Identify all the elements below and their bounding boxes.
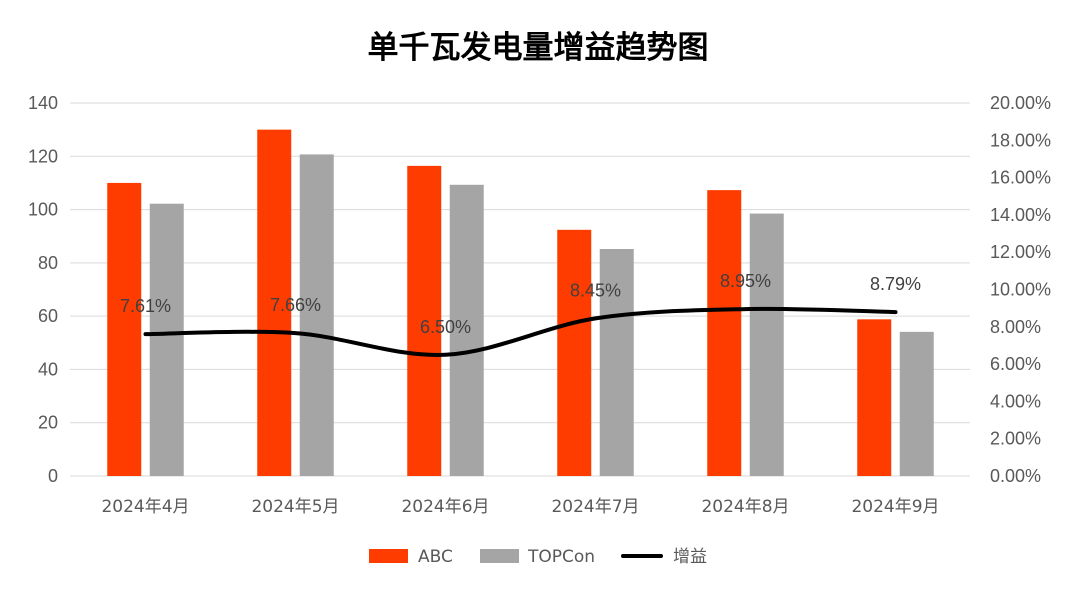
legend-item-abc: ABC <box>369 547 453 567</box>
x-tick-label: 2024年7月 <box>551 497 639 517</box>
data-labels: 7.61% 7.66% 6.50% 8.45% 8.95% 8.79% <box>120 271 921 337</box>
abc-bar-5 <box>707 190 742 477</box>
x-axis: 2024年4月 2024年5月 2024年6月 2024年7月 2024年8月 2024年… <box>101 497 939 517</box>
y-right-tick-label: 2.00% <box>990 429 1041 449</box>
gain-data-label: 7.61% <box>120 296 171 316</box>
x-tick-label: 2024年5月 <box>251 497 339 517</box>
y-right-tick-label: 20.00% <box>990 93 1051 113</box>
y-left-tick-label: 120 <box>28 146 58 166</box>
x-tick-label: 2024年8月 <box>701 497 789 517</box>
topcon-bar-2 <box>299 154 334 476</box>
abc-bar-3 <box>407 165 442 476</box>
y-right-tick-label: 14.00% <box>990 205 1051 225</box>
topcon-bar-4 <box>599 249 634 476</box>
topcon-bar-6 <box>899 331 934 476</box>
topcon-bar-5 <box>749 213 784 476</box>
legend-item-topcon: TOPCon <box>480 547 595 567</box>
y-right-tick-label: 10.00% <box>990 280 1051 300</box>
gain-line <box>143 306 898 357</box>
x-tick-label: 2024年9月 <box>851 497 939 517</box>
y-axis-left: 0 20 40 60 80 100 120 140 <box>28 93 58 486</box>
gain-data-label: 8.45% <box>570 280 621 300</box>
legend-label-topcon: TOPCon <box>527 547 595 567</box>
y-left-tick-label: 100 <box>28 200 58 220</box>
topcon-bar-3 <box>449 184 484 476</box>
y-right-tick-label: 0.00% <box>990 466 1041 486</box>
legend-label-abc: ABC <box>418 547 453 567</box>
abc-bar-6 <box>857 319 892 476</box>
bars <box>107 129 934 477</box>
abc-bar-4 <box>557 229 592 476</box>
legend-swatch-abc <box>369 549 408 563</box>
y-left-tick-label: 40 <box>38 359 58 379</box>
gain-line-layer <box>143 306 898 357</box>
y-left-tick-label: 60 <box>38 306 58 326</box>
abc-bar-2 <box>257 129 292 476</box>
y-right-tick-label: 16.00% <box>990 168 1051 188</box>
y-right-tick-label: 8.00% <box>990 317 1041 337</box>
legend-swatch-topcon <box>480 549 519 563</box>
legend: ABC TOPCon 增益 <box>369 547 707 567</box>
chart-title: 单千瓦发电量增益趋势图 <box>368 30 709 66</box>
y-right-tick-label: 18.00% <box>990 130 1051 150</box>
topcon-bar-1 <box>149 203 184 476</box>
y-axis-right: 0.00% 2.00% 4.00% 6.00% 8.00% 10.00% 12.00% 14.… <box>990 93 1051 486</box>
gridlines <box>70 102 970 477</box>
legend-item-gain: 增益 <box>621 547 707 567</box>
gain-data-label: 7.66% <box>270 295 321 315</box>
y-right-tick-label: 12.00% <box>990 242 1051 262</box>
y-left-tick-label: 140 <box>28 93 58 113</box>
x-tick-label: 2024年4月 <box>101 497 189 517</box>
y-left-tick-label: 0 <box>48 466 58 486</box>
y-right-tick-label: 6.00% <box>990 354 1041 374</box>
y-left-tick-label: 80 <box>38 253 58 273</box>
legend-label-gain: 增益 <box>673 547 707 567</box>
gain-data-label: 8.79% <box>870 274 921 294</box>
y-left-tick-label: 20 <box>38 413 58 433</box>
gain-data-label: 6.50% <box>420 317 471 337</box>
abc-bar-1 <box>107 182 142 476</box>
gain-data-label: 8.95% <box>720 271 771 291</box>
x-tick-label: 2024年6月 <box>401 497 489 517</box>
y-right-tick-label: 4.00% <box>990 391 1041 411</box>
